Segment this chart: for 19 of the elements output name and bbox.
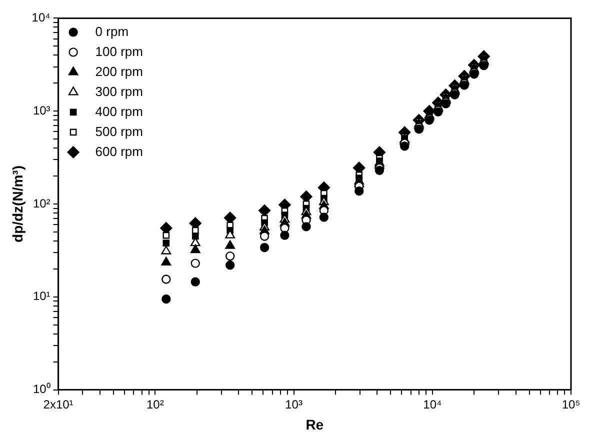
- x-tick-label: 10⁴: [423, 397, 442, 412]
- x-tick-label: 10²: [146, 397, 164, 412]
- legend-label: 100 rpm: [95, 44, 144, 59]
- y-tick-label: 10³: [32, 103, 50, 118]
- legend-label: 600 rpm: [95, 144, 144, 159]
- y-tick-label: 10²: [32, 196, 50, 210]
- legend-label: 400 rpm: [95, 104, 144, 119]
- y-tick-label: 10⁰: [32, 382, 50, 396]
- x-tick-label: 2x10¹: [43, 397, 74, 412]
- x-axis-title: Re: [306, 416, 324, 432]
- y-tick-label: 10¹: [32, 289, 50, 304]
- legend-label: 300 rpm: [95, 84, 144, 99]
- legend-label: 200 rpm: [95, 64, 144, 79]
- legend-label: 0 rpm: [95, 24, 129, 39]
- x-tick-label: 10⁵: [562, 397, 580, 412]
- legend-label: 500 rpm: [95, 124, 144, 139]
- y-axis-title: dp/dz(N/m³): [9, 166, 26, 242]
- y-tick-label: 10⁴: [32, 10, 50, 25]
- x-tick-label: 10³: [285, 397, 302, 412]
